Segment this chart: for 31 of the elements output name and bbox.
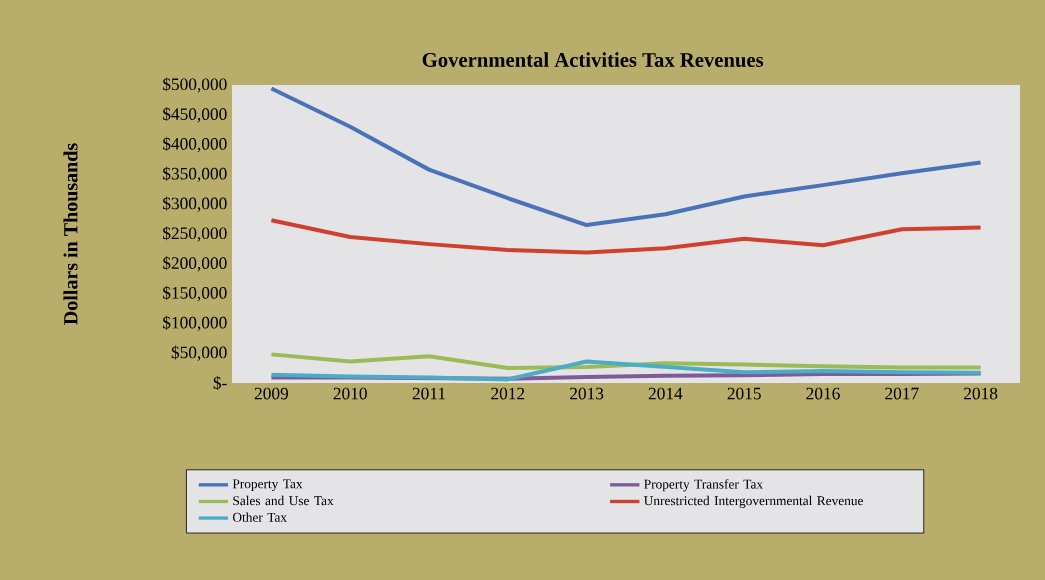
x-tick-label: 2013 — [570, 387, 604, 400]
legend-label: Unrestricted Intergovernmental Revenue — [644, 495, 863, 508]
x-tick-label: 2014 — [648, 387, 683, 400]
x-tick-label: 2010 — [333, 387, 367, 400]
line-series — [269, 218, 983, 255]
y-tick-label: $400,000 — [163, 136, 227, 153]
y-tick-label: $350,000 — [163, 166, 227, 183]
chart-title: Governmental Activities Tax Revenues — [422, 52, 764, 67]
x-tick-label: 2016 — [806, 387, 840, 400]
x-tick-label: 2018 — [964, 387, 998, 400]
legend-label: Sales and Use Tax — [233, 495, 334, 506]
y-tick-label: $250,000 — [163, 226, 227, 242]
x-tick-label: 2012 — [491, 387, 525, 400]
y-tick-label: $50,000 — [171, 345, 227, 361]
legend-label: Other Tax — [232, 512, 287, 522]
y-axis-title: Dollars in Thousands — [63, 143, 78, 325]
y-tick-label: $- — [213, 376, 227, 390]
x-tick-label: 2015 — [727, 387, 761, 400]
y-tick-label: $450,000 — [163, 107, 227, 123]
y-tick-label: $150,000 — [163, 285, 227, 302]
legend-label: Property Tax — [232, 479, 303, 492]
y-tick-label: $200,000 — [163, 256, 227, 272]
y-tick-label: $500,000 — [163, 77, 227, 93]
x-tick-label: 2011 — [412, 387, 445, 400]
legend-label: Property Transfer Tax — [644, 479, 763, 492]
x-tick-label: 2009 — [254, 387, 289, 400]
y-tick-label: $100,000 — [163, 315, 227, 332]
line-series — [269, 352, 983, 371]
line-series — [269, 86, 983, 228]
x-tick-label: 2017 — [885, 387, 919, 400]
y-tick-label: $300,000 — [163, 196, 227, 212]
